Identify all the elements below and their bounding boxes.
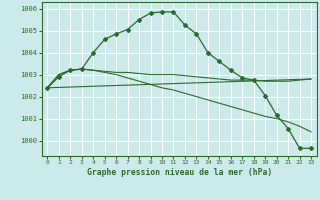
X-axis label: Graphe pression niveau de la mer (hPa): Graphe pression niveau de la mer (hPa) xyxy=(87,168,272,177)
